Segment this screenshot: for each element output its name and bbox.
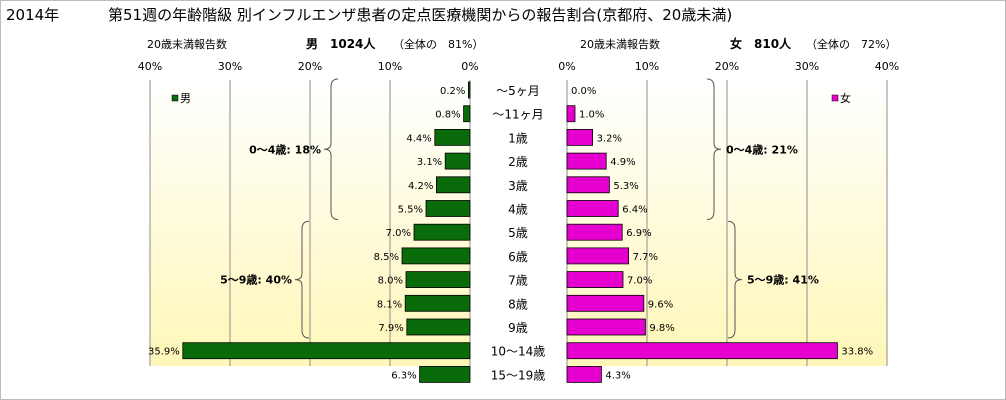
male-bar xyxy=(401,247,471,265)
age-category-label: 9歳 xyxy=(508,321,528,335)
age-category-label: 6歳 xyxy=(508,250,528,264)
female-bar xyxy=(566,365,602,383)
female-bar xyxy=(566,128,594,146)
male-bar xyxy=(413,223,471,241)
male-data-label: 0.8% xyxy=(435,110,460,121)
age-category-label: ～5ヶ月 xyxy=(496,84,540,98)
male-group-brace xyxy=(294,220,310,339)
female-group-label: 0～4歳: 21% xyxy=(726,142,798,156)
female-bar xyxy=(566,318,646,336)
male-data-label: 7.9% xyxy=(378,323,403,334)
female-legend-swatch xyxy=(831,94,839,102)
age-category-label: ～11ヶ月 xyxy=(492,108,543,122)
female-share: （全体の 72%） xyxy=(806,38,897,51)
male-data-label: 35.9% xyxy=(148,347,180,358)
female-data-label: 6.4% xyxy=(622,205,647,216)
female-x-tick-label: 40% xyxy=(875,60,899,73)
male-bar xyxy=(444,152,471,170)
female-bar xyxy=(566,200,619,217)
male-bar xyxy=(425,200,471,217)
male-legend-label: 男 xyxy=(180,92,191,105)
male-data-label: 8.5% xyxy=(374,252,399,263)
female-data-label: 4.3% xyxy=(605,370,630,381)
female-data-label: 1.0% xyxy=(579,110,604,121)
female-data-label: 6.9% xyxy=(626,228,651,239)
male-data-label: 8.1% xyxy=(377,299,402,310)
age-category-label: 7歳 xyxy=(508,274,528,288)
female-x-tick-label: 10% xyxy=(635,60,659,73)
male-data-label: 4.4% xyxy=(406,133,431,144)
male-x-tick-label: 10% xyxy=(378,60,402,73)
female-group-brace xyxy=(706,78,722,220)
male-bar xyxy=(463,105,471,123)
male-bar xyxy=(404,294,471,312)
age-category-label: 4歳 xyxy=(508,203,528,217)
male-group-label: 0～4歳: 18% xyxy=(249,142,321,156)
female-bar xyxy=(566,271,624,289)
male-data-label: 7.0% xyxy=(386,228,411,239)
female-bar xyxy=(566,105,576,123)
female-group-brace xyxy=(727,220,743,339)
female-data-label: 4.9% xyxy=(610,157,635,168)
male-data-label: 0.2% xyxy=(440,86,465,97)
age-category-label: 15～19歳 xyxy=(491,368,546,382)
age-category-label: 8歳 xyxy=(508,297,528,311)
female-data-label: 0.0% xyxy=(571,86,596,97)
male-data-label: 3.1% xyxy=(417,157,442,168)
male-x-tick-label: 0% xyxy=(461,60,478,73)
male-data-label: 8.0% xyxy=(378,276,403,287)
male-data-label: 6.3% xyxy=(391,370,416,381)
female-x-tick-label: 0% xyxy=(558,60,575,73)
male-x-tick-label: 40% xyxy=(138,60,162,73)
female-data-label: 5.3% xyxy=(613,181,638,192)
female-bar xyxy=(566,342,838,360)
male-bar xyxy=(467,81,471,99)
female-summary: 女 810人 xyxy=(730,37,792,51)
female-data-label: 9.6% xyxy=(648,299,673,310)
male-bar xyxy=(405,271,471,289)
female-data-label: 3.2% xyxy=(597,133,622,144)
male-share: （全体の 81%） xyxy=(393,38,484,51)
male-x-tick-label: 30% xyxy=(218,60,242,73)
age-category-label: 1歳 xyxy=(508,131,528,145)
female-bar xyxy=(566,294,645,312)
female-x-tick-label: 30% xyxy=(795,60,819,73)
chart-title: 第51週の年齢階級 別インフルエンザ患者の定点医療機関からの報告割合(京都府、2… xyxy=(108,6,733,24)
female-bar xyxy=(566,247,629,265)
female-bar xyxy=(566,152,607,170)
male-x-tick-label: 20% xyxy=(298,60,322,73)
age-category-label: 10～14歳 xyxy=(491,345,546,359)
age-category-label: 3歳 xyxy=(508,179,528,193)
male-data-label: 5.5% xyxy=(398,205,423,216)
female-data-label: 7.7% xyxy=(633,252,658,263)
age-category-label: 5歳 xyxy=(508,226,528,240)
female-count-label: 20歳未満報告数 xyxy=(580,38,660,51)
female-data-label: 7.0% xyxy=(627,276,652,287)
male-bar xyxy=(435,176,471,194)
female-group-label: 5～9歳: 41% xyxy=(747,273,819,287)
female-bar xyxy=(566,223,623,241)
male-bar xyxy=(182,342,471,360)
female-bar xyxy=(566,176,610,194)
male-bar xyxy=(419,365,471,383)
male-legend-swatch xyxy=(171,94,179,102)
male-count-label: 20歳未満報告数 xyxy=(147,38,227,51)
male-summary: 男 1024人 xyxy=(306,37,376,51)
male-group-brace xyxy=(323,78,339,220)
male-group-label: 5～9歳: 40% xyxy=(220,273,292,287)
female-data-label: 33.8% xyxy=(841,347,873,358)
female-x-tick-label: 20% xyxy=(715,60,739,73)
female-legend-label: 女 xyxy=(840,91,851,105)
male-bar xyxy=(406,318,471,336)
male-data-label: 4.2% xyxy=(408,181,433,192)
female-data-label: 9.8% xyxy=(649,323,674,334)
male-bar xyxy=(434,128,471,146)
chart-year: 2014年 xyxy=(6,6,60,24)
age-category-label: 2歳 xyxy=(508,155,528,169)
